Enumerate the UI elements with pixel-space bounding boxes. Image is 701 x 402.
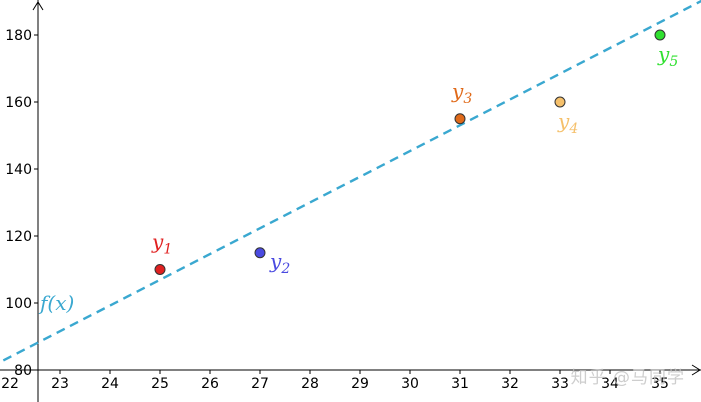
x-tick-label: 27 <box>251 376 269 392</box>
x-tick-label: 35 <box>651 376 669 392</box>
x-tick-label: 25 <box>151 376 169 392</box>
x-tick-label: 28 <box>301 376 319 392</box>
data-points <box>154 29 666 275</box>
watermark: 知乎 @马同学 <box>570 368 685 388</box>
y-tick-label: 120 <box>5 229 32 245</box>
x-tick-label: 22 <box>1 376 19 392</box>
y-axis-arrow <box>32 1 44 11</box>
fit-line: f(x) <box>0 0 701 364</box>
data-point <box>254 247 266 259</box>
data-point <box>554 96 566 108</box>
x-tick-label: 32 <box>501 376 519 392</box>
data-point <box>454 113 466 125</box>
fit-line-path <box>0 0 701 364</box>
x-tick-label: 23 <box>51 376 69 392</box>
y-tick-label: 100 <box>5 296 32 312</box>
x-axis-ticks: 22 23 24 25 26 27 28 29 30 31 32 33 34 35 <box>1 370 669 392</box>
y-tick-label: 160 <box>5 95 32 111</box>
x-tick-label: 33 <box>551 376 569 392</box>
x-tick-label: 24 <box>101 376 119 392</box>
point-labels: y1 y2 y3 y4 y5 <box>151 42 678 277</box>
x-tick-label: 30 <box>401 376 419 392</box>
data-point-label: y2 <box>269 249 290 277</box>
fit-line-label: f(x) <box>38 291 74 315</box>
data-point-label: y1 <box>151 230 172 258</box>
y-tick-label: 140 <box>5 162 32 178</box>
y-tick-label: 180 <box>5 28 32 44</box>
y-tick-label: 80 <box>14 363 32 379</box>
x-tick-label: 26 <box>201 376 219 392</box>
x-axis-arrow <box>691 364 701 376</box>
data-point <box>654 29 666 41</box>
x-tick-label: 31 <box>451 376 469 392</box>
x-tick-label: 29 <box>351 376 369 392</box>
data-point-label: y3 <box>451 79 472 107</box>
y-axis-ticks: 80 100 120 140 160 180 <box>5 28 38 379</box>
data-point-label: y5 <box>657 42 678 70</box>
data-point <box>154 264 166 275</box>
x-tick-label: 34 <box>601 376 619 392</box>
data-point-label: y4 <box>557 109 578 137</box>
